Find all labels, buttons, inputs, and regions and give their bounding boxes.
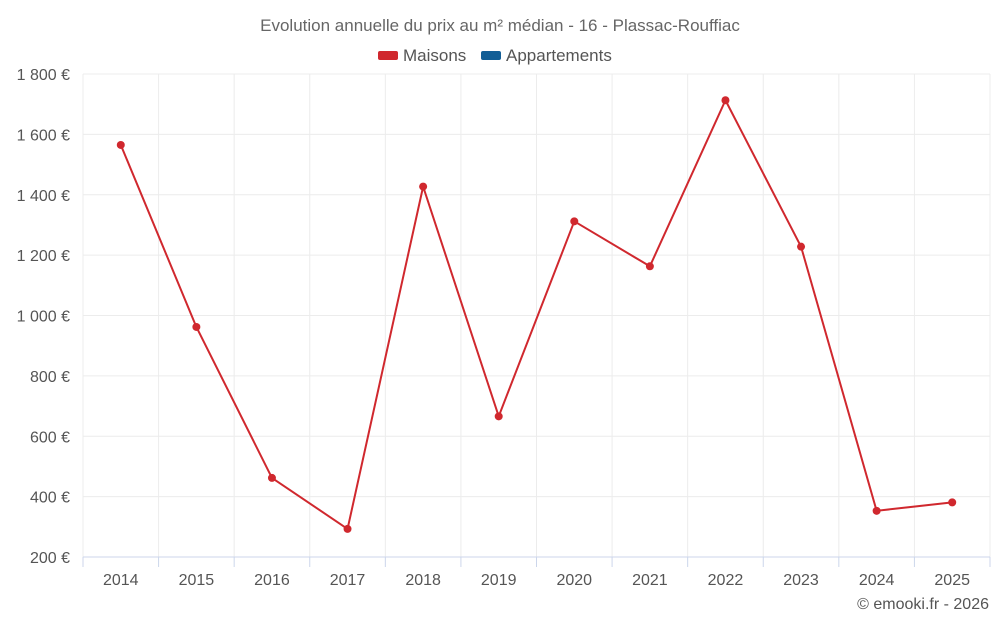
legend-label-maisons: Maisons: [403, 46, 466, 65]
y-tick-label: 800 €: [30, 369, 70, 386]
data-point[interactable]: [419, 182, 428, 191]
x-tick-label: 2014: [103, 572, 139, 589]
series-line: [119, 99, 953, 530]
data-point[interactable]: [872, 506, 881, 515]
x-tick-label: 2015: [179, 572, 215, 589]
data-point[interactable]: [645, 262, 654, 271]
data-point[interactable]: [797, 242, 806, 251]
series-maisons: [116, 96, 957, 533]
x-tick-label: 2023: [783, 572, 819, 589]
x-tick-label: 2018: [405, 572, 441, 589]
y-tick-label: 1 200 €: [17, 248, 70, 265]
y-tick-label: 1 800 €: [17, 67, 70, 84]
data-point[interactable]: [192, 322, 201, 331]
x-axis: 2014 2015 2016 2017 2018 2019 2020 2021 2022 2023…: [82, 556, 991, 589]
data-point[interactable]: [948, 498, 957, 507]
legend-item-appartements[interactable]: Appartements: [481, 46, 612, 65]
x-tick-label: 2016: [254, 572, 290, 589]
legend-label-appartements: Appartements: [506, 46, 612, 65]
legend-swatch-maisons: [378, 51, 398, 60]
y-tick-label: 600 €: [30, 429, 70, 446]
data-point[interactable]: [570, 217, 579, 226]
y-tick-label: 1 600 €: [17, 127, 70, 144]
legend-item-maisons[interactable]: Maisons: [378, 46, 466, 65]
x-tick-label: 2019: [481, 572, 517, 589]
x-tick-label: 2024: [859, 572, 895, 589]
legend: Maisons Appartements: [378, 46, 612, 65]
y-tick-label: 400 €: [30, 490, 70, 507]
legend-swatch-appartements: [481, 51, 501, 60]
y-tick-label: 200 €: [30, 550, 70, 567]
data-point[interactable]: [494, 412, 503, 421]
data-point[interactable]: [721, 96, 730, 105]
chart-title: Evolution annuelle du prix au m² médian …: [260, 16, 740, 35]
x-tick-label: 2020: [556, 572, 592, 589]
data-point[interactable]: [343, 524, 352, 533]
x-tick-label: 2025: [934, 572, 970, 589]
data-point[interactable]: [267, 473, 276, 482]
x-tick-label: 2021: [632, 572, 668, 589]
data-point[interactable]: [116, 140, 125, 149]
credit-text: © emooki.fr - 2026: [857, 596, 989, 613]
y-tick-label: 1 000 €: [17, 309, 70, 326]
gridlines: [82, 73, 991, 558]
x-tick-label: 2022: [708, 572, 744, 589]
x-tick-label: 2017: [330, 572, 366, 589]
y-axis: 200 € 400 € 600 € 800 € 1 000 € 1 200 € 1 400 …: [17, 67, 70, 567]
y-tick-label: 1 400 €: [17, 188, 70, 205]
